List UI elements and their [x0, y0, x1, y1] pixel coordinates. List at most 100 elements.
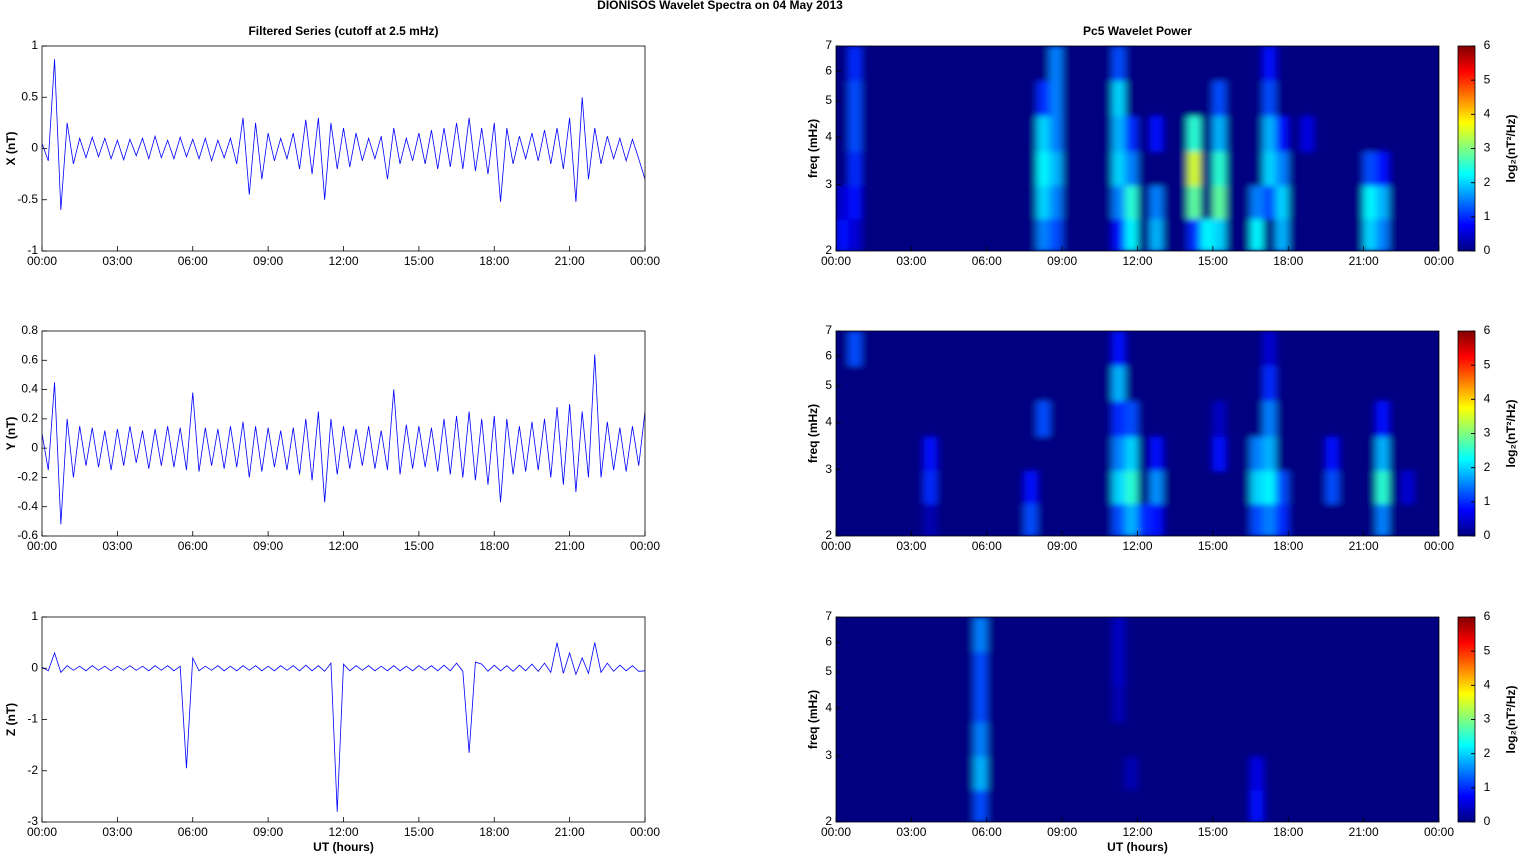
cell	[886, 686, 900, 723]
cell	[1413, 80, 1427, 117]
cell	[836, 115, 850, 152]
cell	[1426, 185, 1439, 220]
cell	[1225, 218, 1239, 251]
cell	[1263, 185, 1277, 220]
cell	[1313, 218, 1327, 251]
cell	[1024, 185, 1038, 220]
cell	[1049, 756, 1063, 791]
x-tick-label: 21:00	[1349, 825, 1379, 839]
cell	[1162, 617, 1176, 653]
cell	[1112, 151, 1126, 186]
cell	[1325, 756, 1339, 791]
cell	[1175, 503, 1189, 536]
x-tick-label: 12:00	[1122, 254, 1152, 268]
colorbar-label: log₂(nT²/Hz)	[1504, 115, 1518, 183]
cell	[1150, 115, 1164, 152]
cell	[1011, 218, 1025, 251]
cell	[949, 151, 963, 186]
cell	[1124, 400, 1138, 437]
cell	[836, 218, 850, 251]
cell	[1363, 722, 1377, 757]
colorbar-tick-label: 1	[1484, 494, 1491, 508]
cell	[1275, 503, 1289, 536]
cells	[836, 331, 1439, 536]
cell	[1351, 331, 1365, 367]
cell	[1024, 331, 1038, 367]
cell	[1401, 115, 1415, 152]
x-tick-label: 00:00	[630, 254, 660, 268]
cell	[1263, 686, 1277, 723]
cell	[1225, 80, 1239, 117]
cell	[1250, 617, 1264, 653]
cell	[1087, 80, 1101, 117]
cell	[1363, 651, 1377, 688]
cell	[873, 331, 887, 367]
cell	[1049, 789, 1063, 822]
x-tick-label: 09:00	[253, 254, 283, 268]
cell	[1200, 503, 1214, 536]
cell	[1275, 80, 1289, 117]
cell	[1338, 80, 1352, 117]
cell	[1011, 756, 1025, 791]
cell	[1238, 503, 1252, 536]
x-tick-label: 18:00	[1273, 539, 1303, 553]
cell	[861, 331, 875, 367]
cell	[999, 436, 1013, 471]
cell	[1162, 722, 1176, 757]
cell	[1011, 470, 1025, 505]
cell	[1137, 218, 1151, 251]
cell	[1238, 651, 1252, 688]
cell	[1137, 151, 1151, 186]
cell	[873, 80, 887, 117]
cell	[886, 331, 900, 367]
cell	[1313, 651, 1327, 688]
cell	[886, 722, 900, 757]
x-tick-label: 00:00	[630, 825, 660, 839]
cell	[936, 651, 950, 688]
cell	[1011, 686, 1025, 723]
cell	[1024, 756, 1038, 791]
cell	[999, 185, 1013, 220]
cell	[1250, 331, 1264, 367]
cell	[1162, 686, 1176, 723]
cell	[949, 470, 963, 505]
cell	[1062, 617, 1076, 653]
cell	[1011, 400, 1025, 437]
cell	[949, 218, 963, 251]
cell	[1288, 331, 1302, 367]
cell	[1250, 80, 1264, 117]
cell	[1413, 331, 1427, 367]
cell	[1351, 151, 1365, 186]
x-tick-label: 15:00	[404, 825, 434, 839]
cell	[923, 80, 937, 117]
colorbar-tick-label: 6	[1484, 609, 1491, 623]
cell	[1037, 686, 1051, 723]
colorbar-tick-label: 0	[1484, 243, 1491, 257]
cell	[1413, 722, 1427, 757]
cell	[1275, 436, 1289, 471]
cell	[1137, 789, 1151, 822]
series-panel: 00:00 03:00 06:00 09:00 12:00 15:00 18:00 21:00…	[4, 323, 660, 553]
y-tick-label: 0	[31, 660, 38, 674]
cell	[949, 80, 963, 117]
cell	[1150, 218, 1164, 251]
cell	[961, 151, 975, 186]
cell	[1313, 503, 1327, 536]
cell	[1124, 46, 1138, 82]
cell	[999, 46, 1013, 82]
cell	[1062, 151, 1076, 186]
x-tick-label: 03:00	[896, 825, 926, 839]
cell	[1124, 115, 1138, 152]
cell	[1024, 436, 1038, 471]
cell	[1401, 400, 1415, 437]
cell	[861, 80, 875, 117]
cell	[961, 365, 975, 402]
cell	[1426, 651, 1439, 688]
cell	[1175, 617, 1189, 653]
cell	[898, 617, 912, 653]
cell	[986, 46, 1000, 82]
cell	[1313, 789, 1327, 822]
cell	[949, 331, 963, 367]
cell	[936, 436, 950, 471]
cell	[986, 218, 1000, 251]
